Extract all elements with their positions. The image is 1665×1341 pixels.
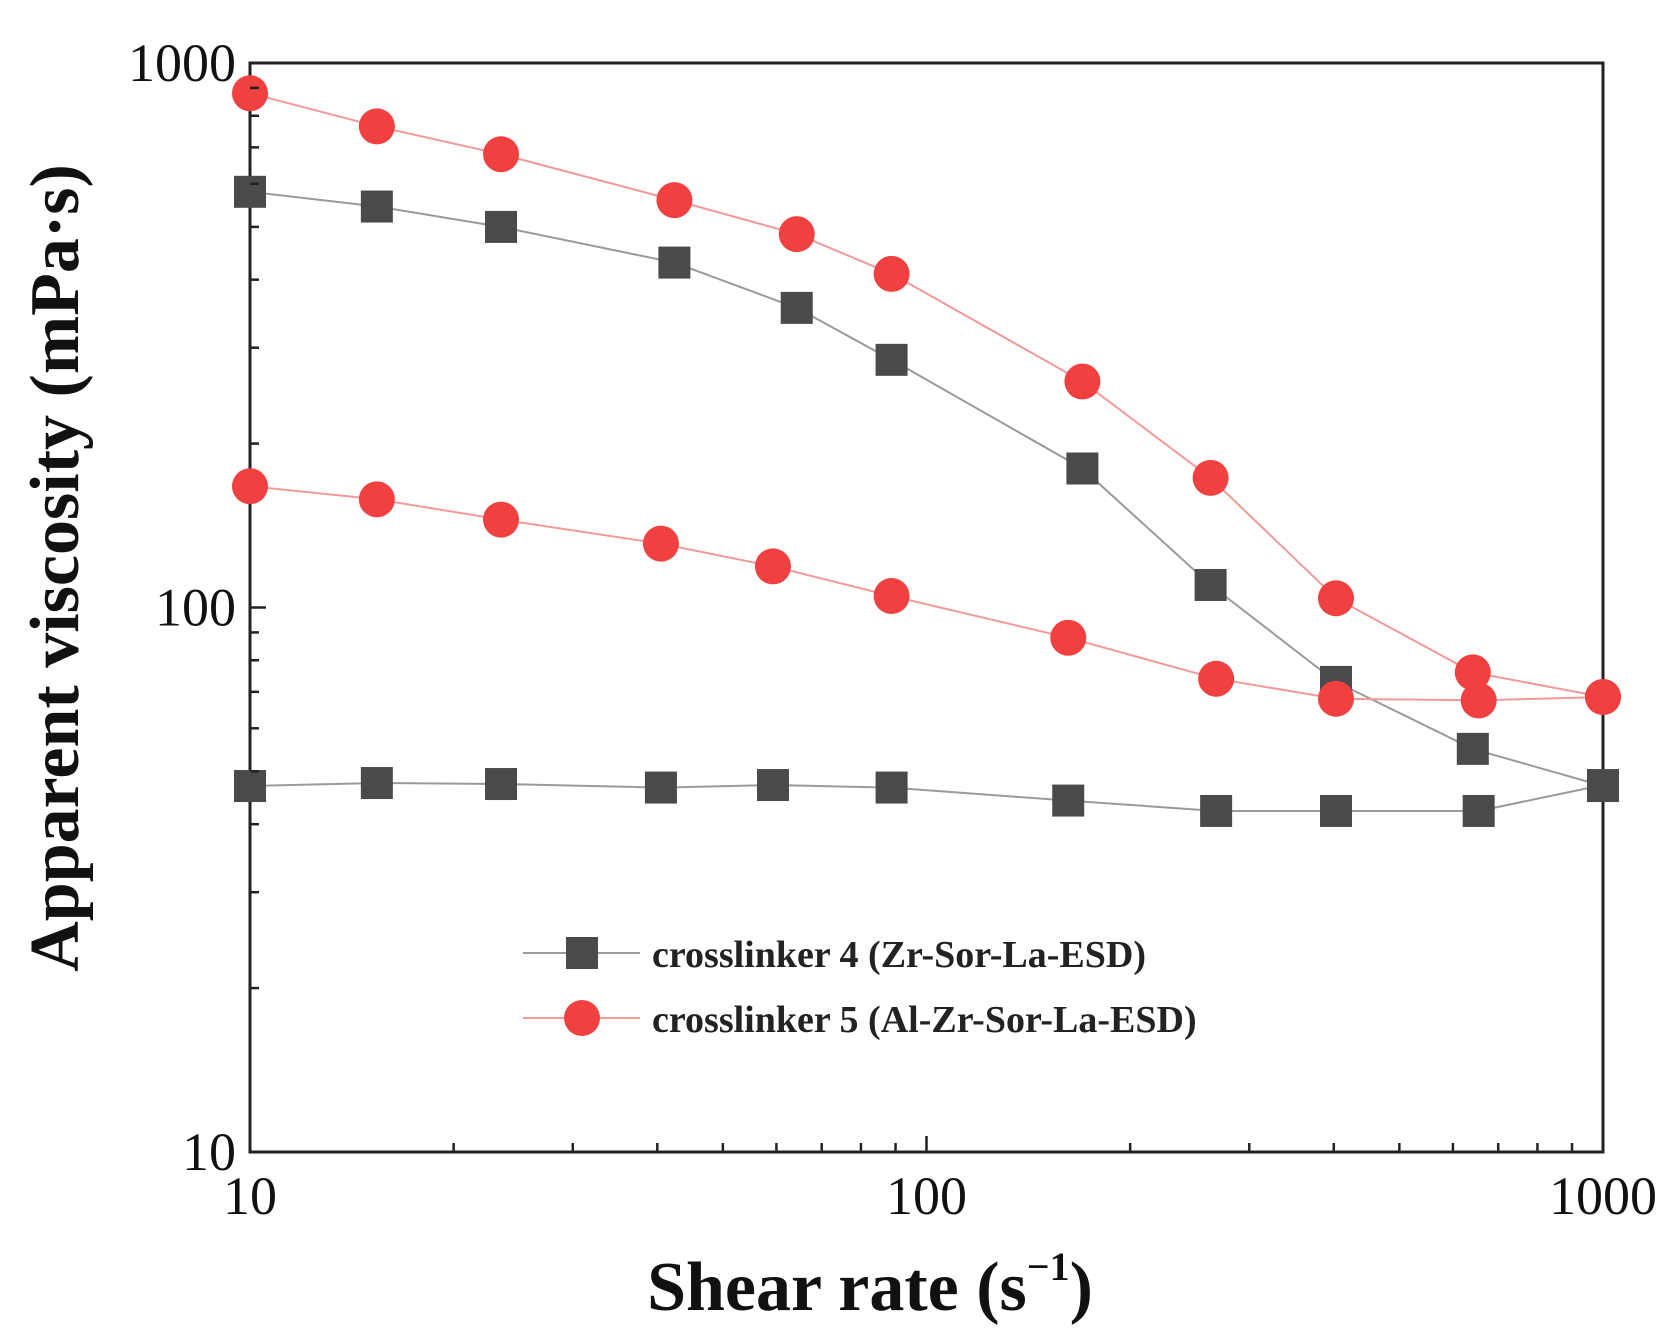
data-point-circle [873,255,910,292]
series-2 [234,767,1619,827]
data-point-square [1456,732,1489,765]
data-point-circle [1317,680,1354,717]
data-point-square [644,771,677,804]
data-point-circle [656,182,693,219]
x-axis-title-superscript: −1 [1027,1244,1070,1289]
x-tick-label: 10 [223,1166,277,1226]
data-point-circle [642,525,679,562]
data-point-square [1200,794,1233,827]
data-point-square [1462,794,1495,827]
series-line [249,92,1604,698]
data-point-circle [1050,619,1087,656]
data-point-circle [1192,459,1229,496]
axis-ticks: 10 100 1000 10 100 1000 [128,33,1657,1226]
data-point-circle [232,468,268,505]
legend-label-series-1: crosslinker 4 (Zr-Sor-La-ESD) [652,934,1146,976]
data-point-circle [873,577,910,614]
data-point-circle [1454,654,1491,691]
data-point-square [234,770,266,803]
data-point-circle [754,548,791,585]
data-point-circle [1064,363,1101,400]
data-point-circle [483,136,520,173]
data-point-circle [483,501,520,538]
data-point-circle [1317,580,1354,617]
series-4 [232,468,1621,719]
y-tick-label: 100 [155,578,236,638]
legend-marker-square [566,937,598,969]
data-point-square [485,768,518,801]
axes-frame [248,61,1605,1154]
data-point-square [756,769,789,802]
data-point-square [360,190,393,223]
series-line [249,190,1604,787]
series-3 [232,75,1621,715]
x-tick-label: 100 [886,1166,967,1226]
data-point-circle [1585,678,1621,715]
data-point-square [360,767,393,800]
series-1 [234,175,1619,803]
data-point-square [875,771,908,804]
legend-marker-circle [564,1000,600,1036]
legend-label-series-2: crosslinker 5 (Al-Zr-Sor-La-ESD) [652,999,1197,1041]
data-point-square [780,291,813,324]
data-point-circle [778,216,815,253]
data-point-square [1052,784,1085,817]
data-point-square [1319,794,1352,827]
data-point-circle [1460,682,1497,719]
data-point-square [1066,452,1099,485]
data-point-square [1194,568,1227,601]
data-point-square [875,343,908,376]
y-tick-label: 1000 [128,33,236,93]
data-point-circle [358,108,395,145]
data-point-circle [1198,660,1235,697]
data-point-circle [232,75,268,112]
data-point-square [234,175,266,208]
plot-area [232,75,1621,827]
data-point-square [485,210,518,243]
data-point-circle [358,481,395,518]
data-point-square [658,246,691,279]
y-axis-title: Apparent viscosity (mPa·s) [17,164,94,972]
series-line [249,781,1604,812]
x-axis-title-close: ) [1070,1249,1093,1326]
legend: crosslinker 4 (Zr-Sor-La-ESD) crosslinke… [523,934,1197,1041]
x-tick-label: 1000 [1549,1166,1657,1226]
series-line [249,485,1604,702]
y-tick-label: 10 [182,1122,236,1182]
data-point-square [1587,769,1619,802]
plot-frame [248,61,1605,1154]
x-axis-title: Shear rate (s−1) [647,1244,1093,1326]
x-axis-title-main: Shear rate (s [647,1249,1027,1326]
